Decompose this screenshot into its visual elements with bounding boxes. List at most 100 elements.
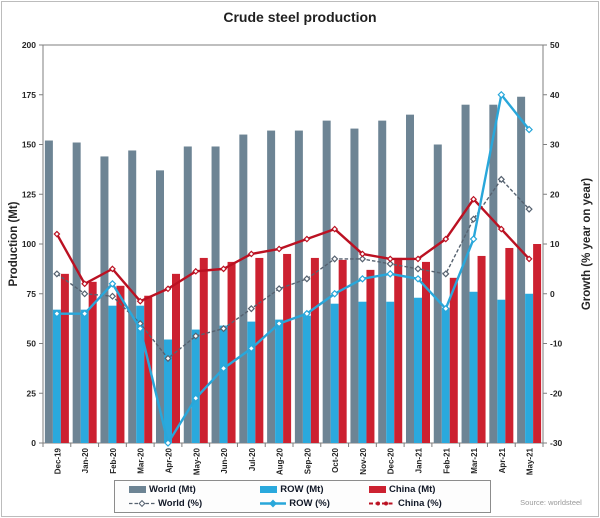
legend-label: World (Mt): [149, 483, 196, 495]
x-tick-label: Aug-20: [276, 447, 285, 475]
marker-world: [358, 255, 367, 263]
marker-china: [386, 255, 394, 263]
marker-world: [219, 324, 228, 333]
bar-china-mt: [477, 255, 486, 443]
y-right-tick-label: 20: [550, 189, 560, 199]
legend-item-row-pct: ROW (%): [246, 498, 355, 509]
bar-row-mt: [52, 309, 61, 443]
marker-row: [53, 309, 61, 318]
legend-label: China (Mt): [389, 483, 436, 495]
marker-china: [525, 255, 533, 263]
x-tick-label: Mar-20: [137, 447, 146, 473]
marker-china: [192, 267, 200, 275]
bar-world-mt: [461, 104, 470, 443]
bar-row-mt: [525, 293, 534, 443]
world-bar-swatch: [129, 485, 146, 493]
x-tick-label: Nov-20: [359, 447, 368, 474]
marker-china: [331, 225, 339, 233]
bar-row-mt: [302, 315, 311, 443]
x-tick-label: Feb-21: [442, 447, 451, 473]
marker-row: [191, 394, 200, 403]
bar-row-mt: [469, 291, 478, 443]
bar-china-mt: [338, 259, 347, 443]
bar-china-mt: [449, 277, 458, 443]
bar-world-mt: [378, 120, 387, 444]
y-left-tick-label: 150: [22, 140, 36, 150]
marker-china: [247, 250, 255, 258]
source-note: Source: worldsteel: [520, 498, 582, 507]
bar-world-mt: [72, 142, 81, 443]
bar-row-mt: [219, 325, 228, 443]
bar-world-mt: [489, 104, 498, 443]
marker-world: [53, 270, 61, 278]
marker-world: [442, 270, 450, 278]
marker-row: [219, 364, 228, 373]
bar-world-mt: [294, 130, 303, 443]
marker-world: [192, 332, 200, 340]
x-tick-label: Dec-20: [387, 447, 396, 474]
y-axis-right-title: Growth (% year on year): [581, 177, 593, 311]
x-tick-label: Jan-20: [81, 447, 90, 473]
row-bar-swatch: [260, 485, 278, 493]
bar-china-mt: [366, 269, 375, 443]
legend-item-world-mt: World (Mt): [115, 484, 246, 495]
marker-china: [136, 297, 144, 305]
bar-row-mt: [330, 303, 339, 443]
marker-world: [247, 305, 255, 313]
bar-row-mt: [108, 305, 117, 443]
bar-china-mt: [283, 253, 292, 443]
x-tick-label: Jun-20: [220, 447, 229, 473]
marker-row: [386, 270, 395, 278]
x-tick-label: Mar-21: [470, 447, 479, 473]
marker-row: [441, 304, 450, 313]
y-left-tick-label: 50: [27, 339, 37, 349]
y-right-tick-label: -20: [550, 388, 563, 398]
legend-item-row-mt: ROW (Mt): [246, 484, 355, 495]
bar-world-mt: [156, 170, 164, 443]
bar-world-mt: [239, 134, 248, 444]
bar-world-mt: [406, 114, 414, 444]
bar-row-mt: [247, 321, 256, 443]
bar-world-mt: [128, 150, 137, 443]
bar-row-mt: [164, 339, 172, 443]
bar-china-mt: [533, 244, 542, 443]
x-tick-label: Jan-21: [415, 447, 424, 473]
y-right-tick-label: 30: [550, 140, 560, 150]
bar-row-mt: [191, 329, 200, 443]
bar-china-mt: [422, 261, 430, 443]
x-tick-label: Feb-20: [109, 447, 118, 473]
bar-china-mt: [199, 257, 208, 443]
world-line-swatch: [129, 500, 155, 508]
marker-world: [525, 205, 533, 213]
bar-china-mt: [227, 261, 236, 443]
y-left-tick-label: 25: [27, 388, 37, 398]
legend-label: China (%): [398, 498, 442, 510]
bar-row-mt: [275, 319, 284, 443]
line-world: [56, 178, 530, 360]
bar-world-mt: [350, 128, 359, 443]
legend-item-world-pct: World (%): [115, 498, 246, 509]
bar-world-mt: [44, 140, 53, 443]
marker-row: [247, 344, 256, 353]
y-left-tick-label: 200: [22, 40, 36, 50]
marker-china: [220, 265, 228, 273]
y-right-tick-label: 0: [550, 289, 555, 299]
marker-china: [53, 230, 61, 238]
marker-world: [303, 275, 311, 283]
bar-china-mt: [310, 257, 319, 443]
x-tick-label: Dec-19: [53, 447, 62, 474]
china-line-swatch: [369, 501, 395, 506]
bar-china-mt: [172, 273, 180, 443]
y-right-tick-label: -10: [550, 339, 563, 349]
marker-china: [442, 235, 450, 243]
y-right-tick-label: 40: [550, 90, 560, 100]
marker-row: [164, 439, 172, 447]
x-tick-label: May-20: [192, 447, 201, 475]
line-row: [56, 93, 531, 445]
marker-world: [108, 292, 117, 300]
bar-row-mt: [414, 297, 422, 443]
bar-china-mt: [144, 295, 153, 443]
marker-world: [497, 175, 505, 183]
